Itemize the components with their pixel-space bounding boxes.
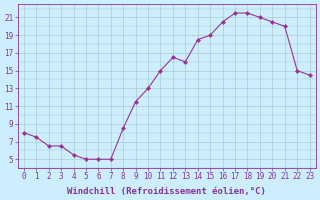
- X-axis label: Windchill (Refroidissement éolien,°C): Windchill (Refroidissement éolien,°C): [67, 187, 266, 196]
